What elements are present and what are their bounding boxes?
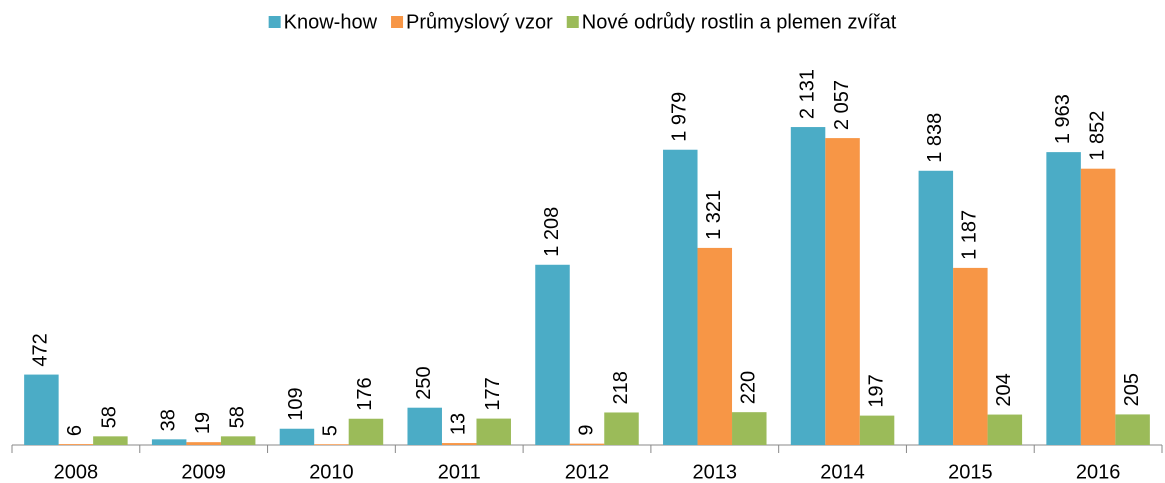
x-tick-label: 2010 <box>309 461 354 483</box>
bar <box>732 412 767 445</box>
data-label: 1 838 <box>924 113 946 163</box>
x-tick-label: 2011 <box>438 461 481 483</box>
legend-swatch <box>566 16 579 28</box>
data-label: 218 <box>610 371 632 404</box>
data-label: 250 <box>413 366 435 399</box>
legend-swatch <box>268 16 281 28</box>
bar <box>859 415 895 445</box>
data-label: 204 <box>993 373 1015 406</box>
data-label: 109 <box>285 387 307 420</box>
bar <box>24 374 59 445</box>
data-label: 1 187 <box>959 210 981 260</box>
bar <box>1115 414 1150 445</box>
data-label: 2 057 <box>831 80 853 130</box>
bar <box>1080 168 1116 446</box>
data-label: 9 <box>575 425 597 436</box>
data-label: 6 <box>64 425 86 436</box>
bar <box>604 412 639 445</box>
x-tick-label: 2014 <box>820 461 865 483</box>
bar <box>151 439 187 445</box>
bar <box>825 138 860 446</box>
data-label: 1 852 <box>1086 111 1108 161</box>
data-label: 58 <box>226 406 248 428</box>
data-label: 19 <box>192 412 214 434</box>
data-label: 197 <box>865 374 887 407</box>
bar <box>953 267 988 445</box>
data-label: 1 208 <box>541 207 563 257</box>
data-label: 5 <box>320 425 342 436</box>
data-label: 177 <box>482 377 504 410</box>
data-label: 472 <box>30 333 52 366</box>
x-tick-label: 2008 <box>54 461 99 483</box>
bar <box>186 442 221 445</box>
x-tick-label: 2012 <box>565 461 610 483</box>
data-label: 176 <box>354 377 376 410</box>
bar <box>663 149 698 445</box>
bar <box>314 444 349 445</box>
bar <box>790 127 826 445</box>
x-tick-label: 2015 <box>948 461 993 483</box>
bar <box>697 247 733 445</box>
x-tick-label: 2016 <box>1076 461 1121 483</box>
data-label: 13 <box>448 413 470 435</box>
bar <box>93 436 128 445</box>
bar <box>279 428 315 445</box>
bar <box>535 264 570 445</box>
bar <box>1046 152 1081 445</box>
data-label: 2 131 <box>796 69 818 119</box>
bar <box>918 170 954 446</box>
data-label: 38 <box>157 409 179 431</box>
bar <box>220 436 256 445</box>
x-tick-label: 2013 <box>693 461 738 483</box>
bar <box>987 414 1023 445</box>
x-tick-label: 2009 <box>181 461 226 483</box>
legend-label: Nové odrůdy rostlin a plemen zvířat <box>582 11 897 33</box>
bar <box>58 444 94 445</box>
data-label: 58 <box>99 406 121 428</box>
bar <box>441 443 477 445</box>
data-label: 1 963 <box>1052 94 1074 144</box>
bar <box>569 443 605 445</box>
bar <box>476 418 511 445</box>
data-label: 205 <box>1121 373 1143 406</box>
bar <box>407 407 442 445</box>
legend-label: Know-how <box>284 11 378 33</box>
legend-swatch <box>391 16 404 28</box>
bar <box>348 418 384 445</box>
data-label: 1 321 <box>703 190 725 240</box>
legend-label: Průmyslový vzor <box>406 11 553 33</box>
data-label: 220 <box>738 371 760 404</box>
data-label: 1 979 <box>669 92 691 142</box>
